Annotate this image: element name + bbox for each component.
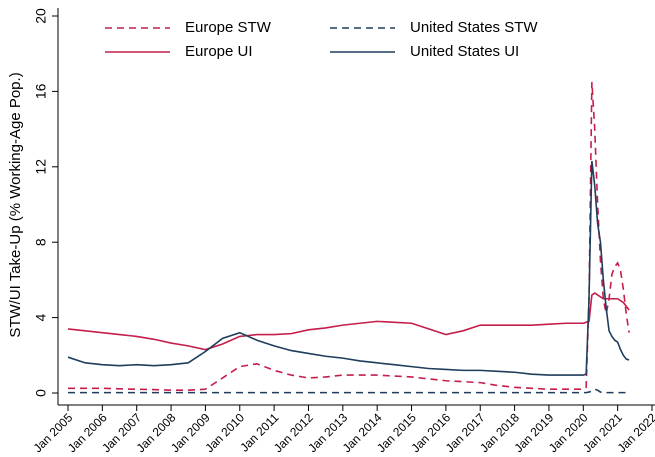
series-line <box>68 388 630 394</box>
y-tick-label: 4 <box>33 313 49 321</box>
y-tick-label: 0 <box>33 389 49 397</box>
legend-label: Europe STW <box>185 19 272 36</box>
y-tick-label: 16 <box>33 83 49 99</box>
series-line <box>67 161 630 376</box>
series-line <box>67 292 630 351</box>
y-tick-label: 8 <box>33 238 49 246</box>
legend-label: United States STW <box>410 19 538 36</box>
y-axis-label: STW/UI Take-Up (% Working-Age Pop.) <box>7 72 24 337</box>
y-tick-label: 20 <box>33 8 49 24</box>
legend-label: United States UI <box>410 43 519 60</box>
y-tick-label: 12 <box>33 159 49 175</box>
series-line <box>68 81 630 391</box>
legend-label: Europe UI <box>185 43 253 60</box>
